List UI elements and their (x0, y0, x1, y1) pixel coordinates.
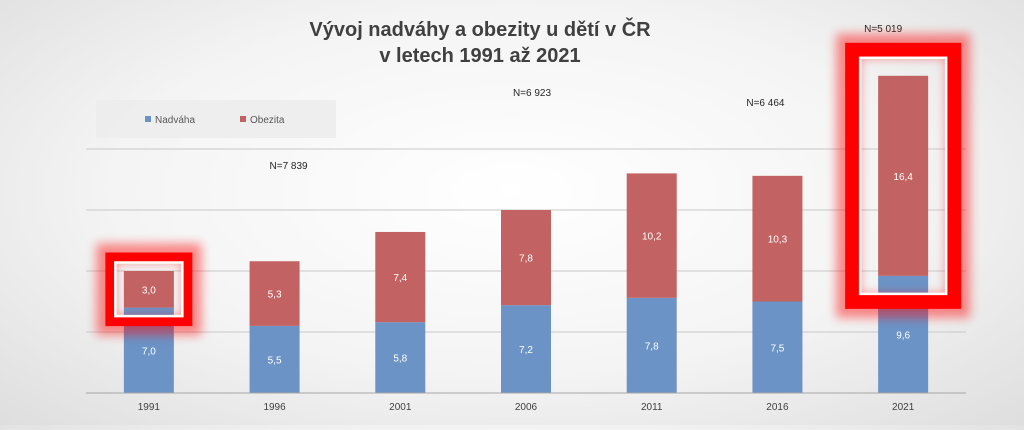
bar-nadváha-1996 (249, 325, 300, 393)
data-label-obezita-1996: 5,3 (268, 290, 282, 301)
data-label-nadváha-2011: 7,8 (645, 341, 659, 352)
x-tick-label-2016: 2016 (766, 402, 789, 413)
data-label-obezita-2001: 7,4 (393, 273, 407, 284)
chart-subtitle: v letech 1991 až 2021 (379, 45, 580, 67)
x-tick-label-2001: 2001 (389, 402, 412, 413)
data-label-nadváha-2016: 7,5 (770, 343, 784, 354)
data-label-obezita-2021: 16,4 (893, 172, 913, 183)
legend-label-nadváha: Nadváha (155, 115, 195, 126)
data-label-obezita-2016: 10,3 (768, 235, 788, 246)
bar-nadváha-2016 (752, 301, 803, 393)
data-label-nadváha-2021: 9,6 (896, 330, 910, 341)
legend-swatch-obezita (240, 116, 246, 122)
annotation-n-2016: N=6 464 (746, 98, 785, 109)
x-axis: 1991 1996 2001 2006 2011 2016 2021 (86, 392, 966, 413)
bar-obezita-2001 (375, 231, 426, 323)
bar-obezita-2016 (752, 175, 803, 302)
legend: Nadváha Obezita (96, 100, 336, 138)
data-label-obezita-2006: 7,8 (519, 254, 533, 265)
bar-obezita-1996 (249, 261, 300, 326)
highlight-frame-1991 (105, 252, 193, 327)
legend-swatch-nadváha (145, 116, 151, 122)
bar-nadváha-2011 (626, 297, 677, 393)
data-label-nadváha-1996: 5,5 (268, 355, 282, 366)
x-tick-label-1991: 1991 (138, 402, 161, 413)
bar-nadváha-2006 (501, 305, 551, 393)
bar-obezita-2006 (501, 210, 551, 306)
highlight-inner-2021 (858, 56, 948, 296)
data-label-obezita-2011: 10,2 (642, 232, 662, 243)
legend-label-obezita: Obezita (250, 115, 285, 126)
highlight-inner-1991 (114, 261, 184, 318)
bar-nadváha-2001 (375, 322, 426, 393)
x-tick-label-2006: 2006 (515, 402, 538, 413)
x-tick-label-2021: 2021 (892, 402, 915, 413)
x-tick-label-1996: 1996 (263, 402, 286, 413)
x-tick-label-2011: 2011 (641, 402, 663, 413)
highlight-frame-2021 (845, 42, 962, 309)
bar-obezita-2021 (878, 75, 929, 276)
data-label-nadváha-1991: 7,0 (142, 346, 156, 357)
highlights (96, 33, 971, 336)
annotation-n-2021: N=5 019 (864, 24, 903, 35)
annotation-n-2006: N=6 923 (513, 88, 552, 99)
chart-title: Vývoj nadváhy a obezity u dětí v ČR (309, 17, 651, 41)
bar-obezita-2011 (626, 173, 677, 298)
data-label-obezita-1991: 3,0 (142, 285, 156, 296)
data-labels: 7,0 3,0 5,5 5,3 5,8 7,4 7,2 7,8 7,8 10,2 7,5 10,3 9,… (142, 172, 913, 367)
data-label-nadváha-2001: 5,8 (393, 354, 407, 365)
legend-box (96, 100, 336, 138)
bar-obezita-1991 (123, 271, 174, 308)
data-label-nadváha-2006: 7,2 (519, 345, 533, 356)
annotations: N=7 839 N=6 923 N=6 464 N=5 019 (270, 24, 903, 172)
annotation-n-1996: N=7 839 (270, 161, 309, 172)
